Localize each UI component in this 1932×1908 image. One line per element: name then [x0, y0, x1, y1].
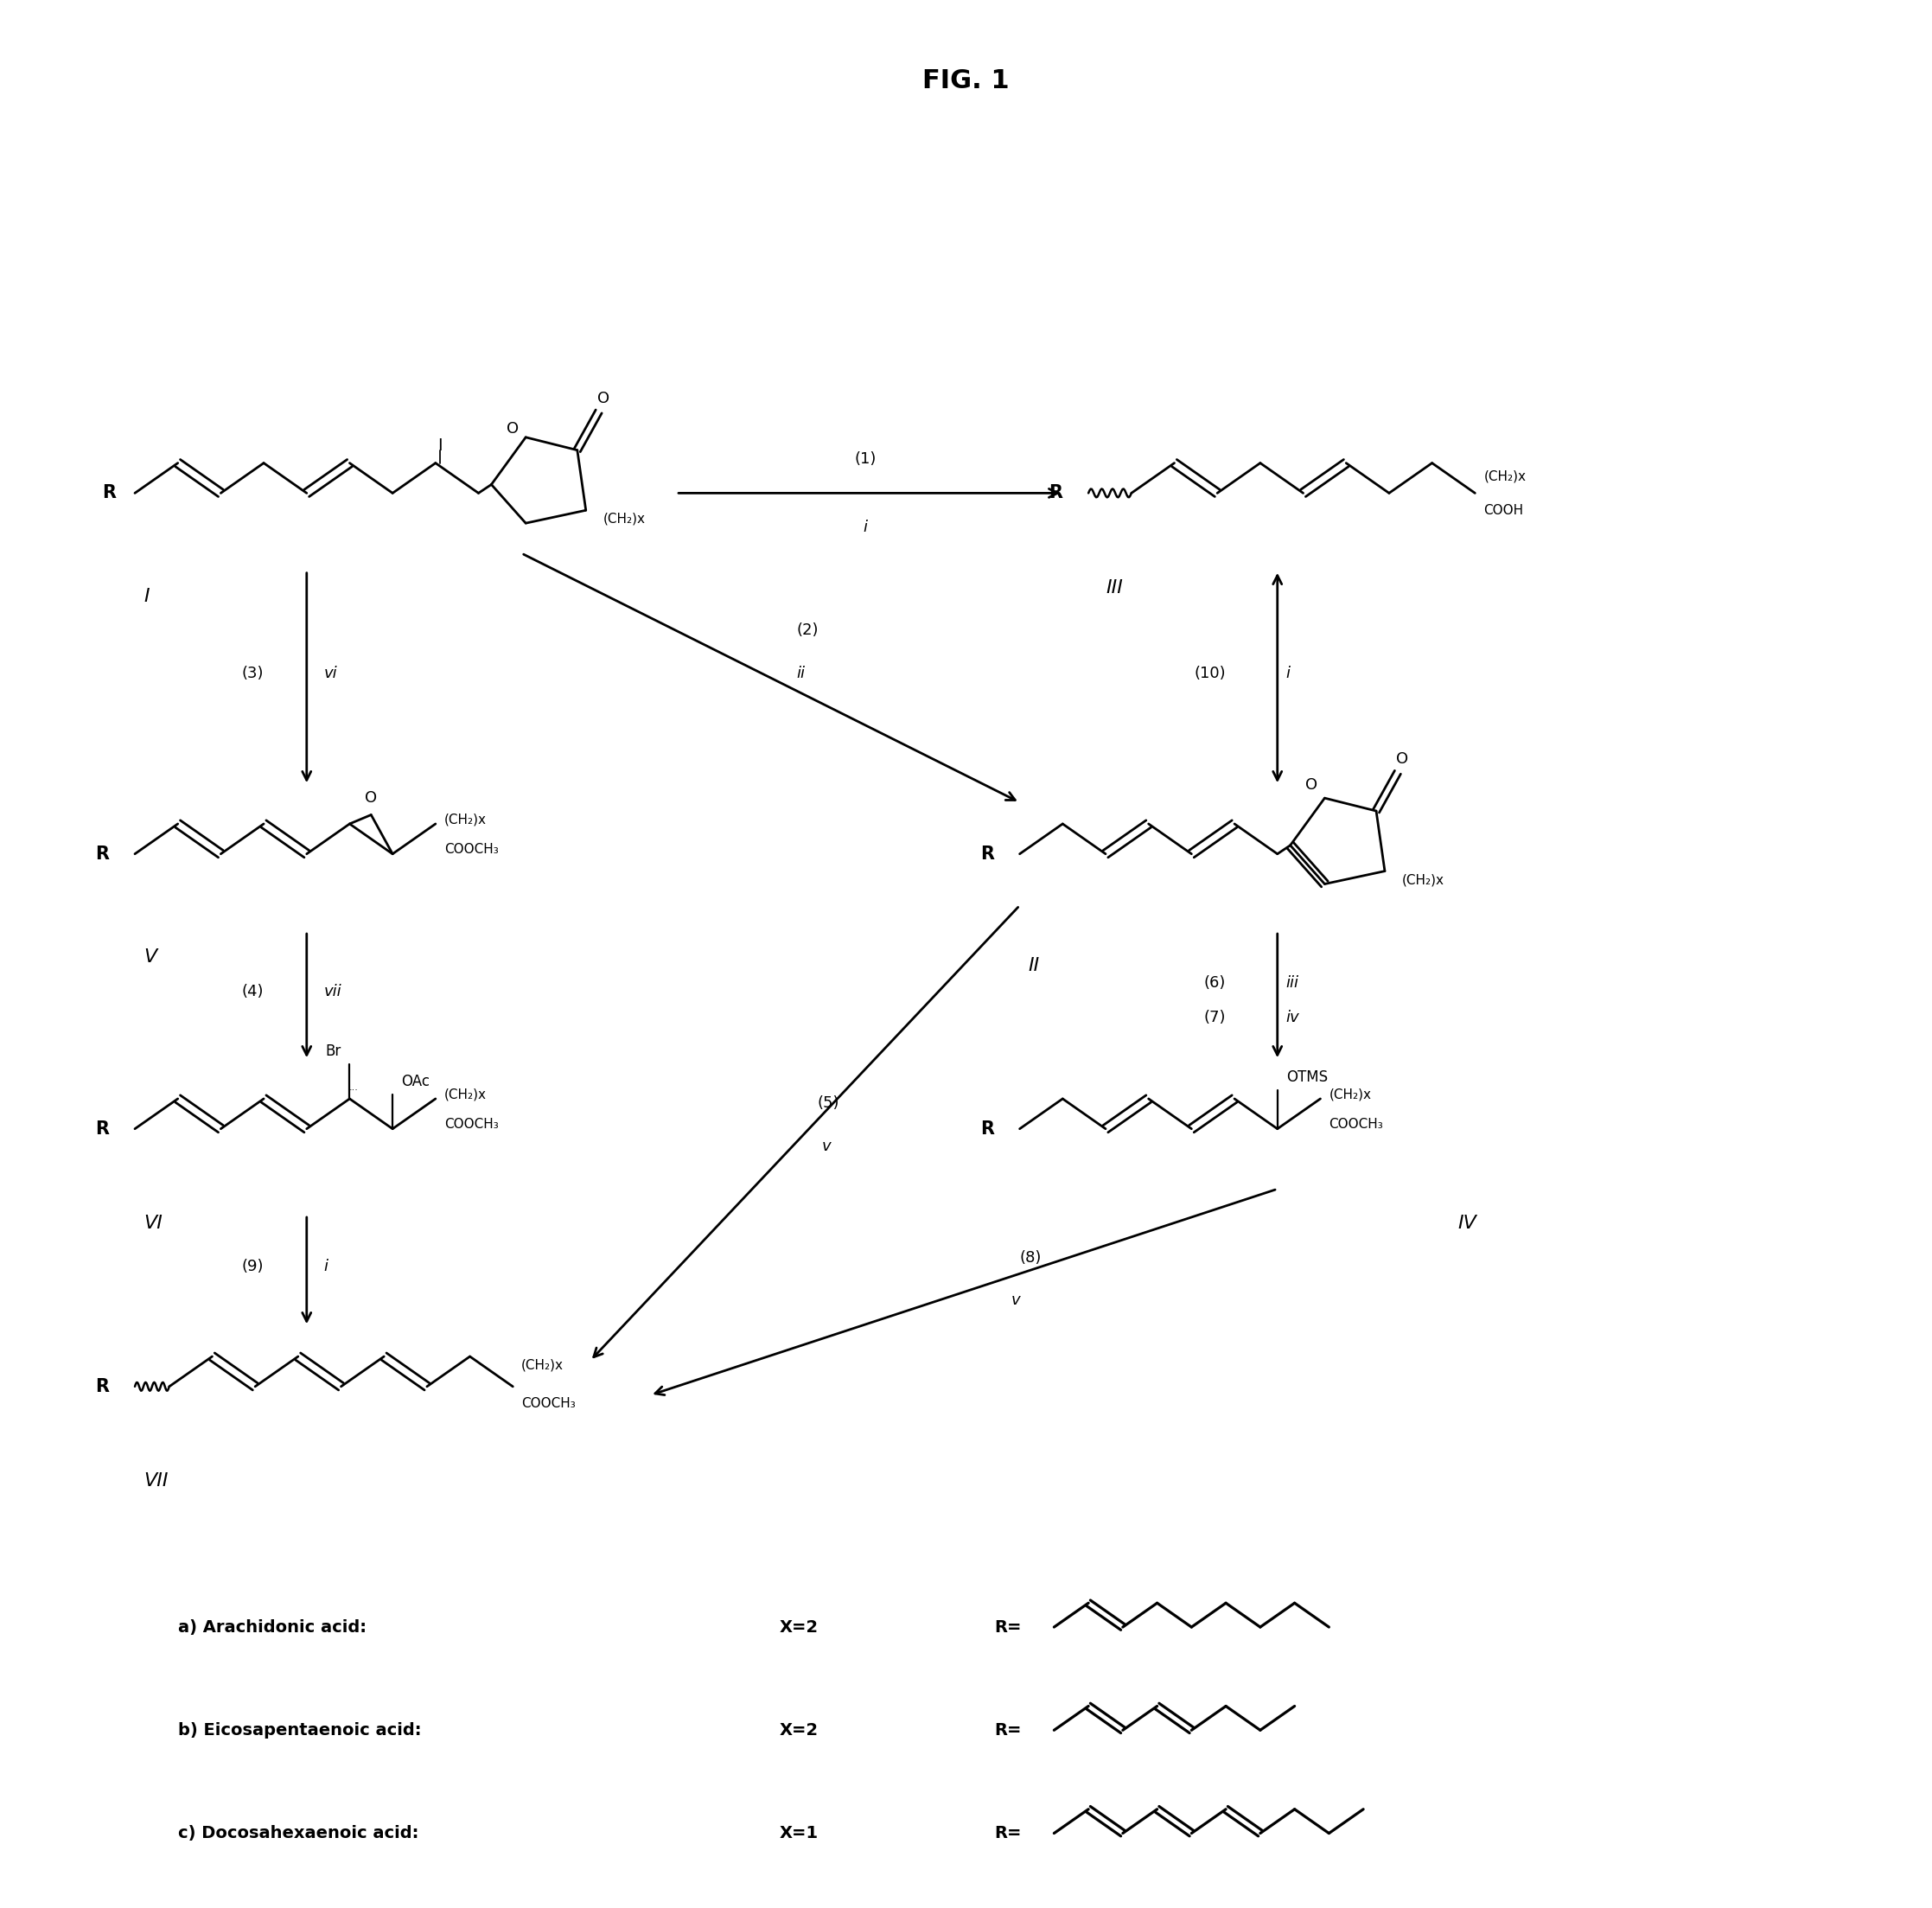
- Text: R: R: [102, 485, 116, 502]
- Text: c) Docosahexaenoic acid:: c) Docosahexaenoic acid:: [178, 1826, 419, 1841]
- Text: (CH₂)x: (CH₂)x: [1484, 469, 1526, 483]
- Text: X=2: X=2: [779, 1721, 817, 1738]
- Text: O: O: [1395, 752, 1408, 767]
- Text: (10): (10): [1194, 666, 1227, 681]
- Text: II: II: [1028, 958, 1039, 975]
- Text: (8): (8): [1020, 1250, 1041, 1265]
- Text: VI: VI: [143, 1215, 162, 1233]
- Text: (CH₂)x: (CH₂)x: [444, 1088, 487, 1101]
- Text: vii: vii: [325, 985, 342, 1000]
- Text: vi: vi: [325, 666, 338, 681]
- Text: iv: iv: [1287, 1009, 1300, 1025]
- Text: OAc: OAc: [402, 1074, 429, 1089]
- Text: III: III: [1105, 578, 1122, 595]
- Text: v: v: [1010, 1294, 1020, 1309]
- Text: (2): (2): [796, 622, 819, 639]
- Text: (3): (3): [242, 666, 265, 681]
- Text: (CH₂)x: (CH₂)x: [603, 513, 645, 525]
- Text: COOCH₃: COOCH₃: [444, 843, 498, 857]
- Text: ii: ii: [796, 666, 806, 681]
- Text: Br: Br: [325, 1044, 342, 1059]
- Text: O: O: [365, 790, 377, 805]
- Text: O: O: [1306, 777, 1318, 794]
- Text: X=1: X=1: [779, 1826, 817, 1841]
- Text: (1): (1): [854, 450, 875, 467]
- Text: (CH₂)x: (CH₂)x: [444, 813, 487, 826]
- Text: ···: ···: [350, 1086, 359, 1095]
- Text: iii: iii: [1287, 975, 1298, 990]
- Text: COOCH₃: COOCH₃: [444, 1118, 498, 1131]
- Text: (6): (6): [1204, 975, 1227, 990]
- Text: i: i: [1287, 666, 1291, 681]
- Text: R: R: [95, 1120, 108, 1137]
- Text: X=2: X=2: [779, 1618, 817, 1635]
- Text: V: V: [143, 948, 156, 965]
- Text: OTMS: OTMS: [1287, 1070, 1327, 1086]
- Text: R=: R=: [993, 1618, 1022, 1635]
- Text: VII: VII: [143, 1473, 168, 1490]
- Text: IV: IV: [1459, 1215, 1476, 1233]
- Text: (CH₂)x: (CH₂)x: [522, 1358, 564, 1372]
- Text: R: R: [1049, 485, 1063, 502]
- Text: R: R: [980, 1120, 993, 1137]
- Text: (4): (4): [242, 985, 265, 1000]
- Text: FIG. 1: FIG. 1: [922, 69, 1010, 93]
- Text: O: O: [506, 422, 520, 437]
- Text: COOH: COOH: [1484, 504, 1524, 517]
- Text: v: v: [821, 1139, 831, 1154]
- Text: R: R: [95, 845, 108, 862]
- Text: (5): (5): [817, 1095, 838, 1110]
- Text: R: R: [980, 845, 993, 862]
- Text: (CH₂)x: (CH₂)x: [1403, 874, 1445, 885]
- Text: COOCH₃: COOCH₃: [1329, 1118, 1383, 1131]
- Text: i: i: [325, 1259, 328, 1275]
- Text: i: i: [864, 519, 867, 536]
- Text: O: O: [597, 391, 609, 406]
- Text: (7): (7): [1204, 1009, 1227, 1025]
- Text: (9): (9): [242, 1259, 265, 1275]
- Text: (CH₂)x: (CH₂)x: [1329, 1088, 1372, 1101]
- Text: R=: R=: [993, 1721, 1022, 1738]
- Text: a) Arachidonic acid:: a) Arachidonic acid:: [178, 1618, 367, 1635]
- Text: R: R: [95, 1378, 108, 1395]
- Text: I: I: [143, 588, 149, 605]
- Text: COOCH₃: COOCH₃: [522, 1397, 576, 1410]
- Text: b) Eicosapentaenoic acid:: b) Eicosapentaenoic acid:: [178, 1721, 421, 1738]
- Text: I: I: [437, 437, 442, 454]
- Text: R=: R=: [993, 1826, 1022, 1841]
